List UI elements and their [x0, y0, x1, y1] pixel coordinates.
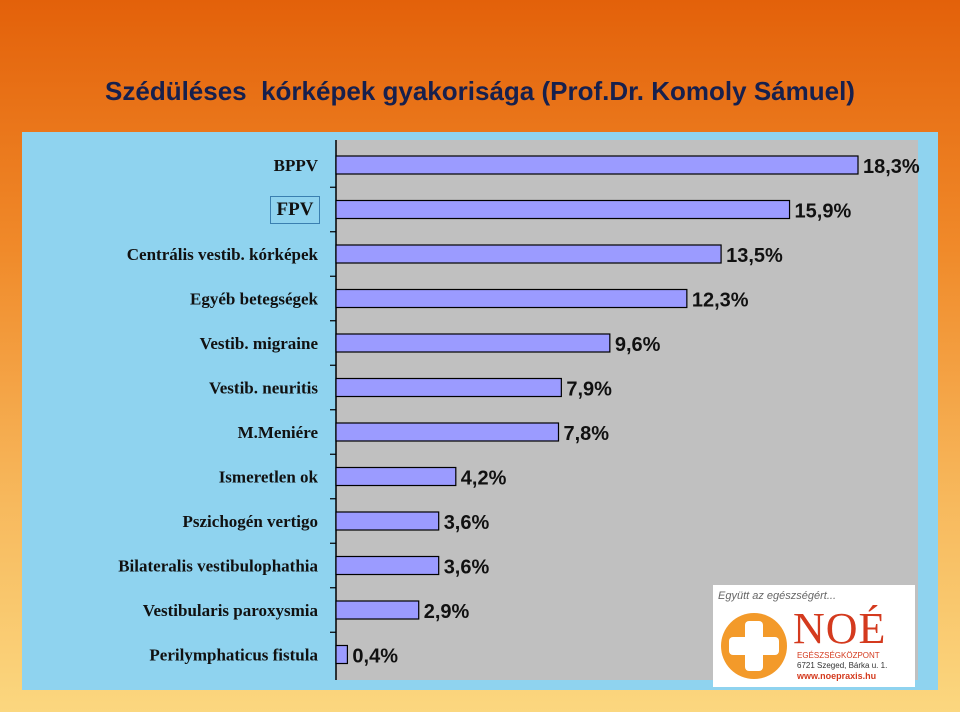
bar — [335, 199, 791, 220]
noe-logo: Együtt az egészségért... NOÉ EGÉSZSÉGKÖZ… — [713, 585, 915, 687]
fpv-overlay-label: FPV — [270, 196, 320, 224]
bar — [335, 377, 562, 398]
bar — [335, 244, 722, 264]
value-label: 7,9% — [566, 379, 612, 401]
bar — [335, 600, 420, 620]
category-label: Egyéb betegségek — [190, 290, 319, 309]
category-label: Centrális vestib. kórképek — [127, 245, 319, 264]
category-label: M.Meniére — [238, 423, 319, 442]
value-label: 13,5% — [726, 245, 783, 267]
category-label: Perilymphaticus fistula — [149, 646, 318, 665]
value-label: 15,9% — [795, 201, 852, 223]
bar — [335, 333, 611, 353]
value-label: 18,3% — [863, 156, 920, 178]
bar — [335, 288, 688, 309]
bar — [335, 555, 440, 576]
logo-address: 6721 Szeged, Bárka u. 1. — [797, 661, 888, 670]
value-label: 2,9% — [424, 601, 470, 623]
bar — [335, 422, 560, 442]
logo-tagline: Együtt az egészségért... — [718, 590, 837, 602]
category-label: Bilateralis vestibulophathia — [118, 557, 318, 576]
value-label: 3,6% — [444, 557, 490, 579]
logo-website: www.noepraxis.hu — [797, 671, 877, 681]
logo-subtitle: EGÉSZSÉGKÖZPONT — [797, 651, 880, 660]
category-label: BPPV — [274, 156, 319, 175]
category-label: Vestib. migraine — [200, 334, 319, 353]
value-label: 0,4% — [352, 646, 398, 668]
value-label: 4,2% — [461, 468, 507, 490]
bar — [335, 155, 859, 175]
bar — [335, 511, 440, 531]
category-label: Vestibularis paroxysmia — [143, 601, 319, 620]
value-label: 12,3% — [692, 290, 749, 312]
category-label: Ismeretlen ok — [219, 468, 319, 487]
value-label: 3,6% — [444, 512, 490, 534]
category-label: Pszichogén vertigo — [183, 512, 319, 531]
value-label: 9,6% — [615, 334, 661, 356]
bar — [335, 466, 457, 487]
value-label: 7,8% — [563, 423, 609, 445]
medical-cross-icon — [721, 613, 787, 679]
logo-name: NOÉ — [793, 604, 887, 653]
category-label: Vestib. neuritis — [209, 379, 318, 398]
page-title: Szédüléses kórképek gyakorisága (Prof.Dr… — [105, 76, 855, 106]
bar — [335, 644, 349, 665]
